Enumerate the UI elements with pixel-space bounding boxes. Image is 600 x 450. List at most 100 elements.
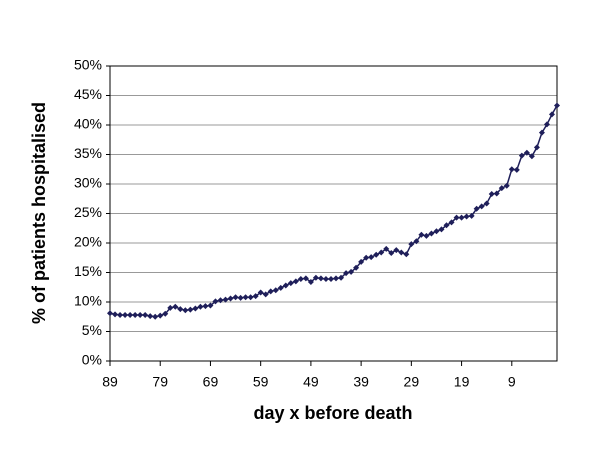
- data-point: [408, 241, 415, 248]
- data-point: [548, 111, 555, 118]
- data-point: [247, 294, 254, 301]
- data-point: [388, 250, 395, 257]
- x-tick-label: 59: [253, 374, 269, 390]
- data-point: [327, 275, 334, 282]
- data-point: [207, 302, 214, 309]
- data-point: [152, 313, 159, 320]
- data-point: [312, 274, 319, 281]
- data-point: [473, 205, 480, 212]
- data-point: [132, 311, 139, 318]
- data-point: [358, 258, 365, 265]
- data-point: [508, 166, 515, 173]
- data-point: [403, 251, 410, 258]
- y-tick-label: 25%: [74, 204, 102, 220]
- data-point: [242, 294, 249, 301]
- data-point: [177, 306, 184, 313]
- data-point: [157, 312, 164, 319]
- data-point: [237, 294, 244, 301]
- data-point: [172, 303, 179, 310]
- data-point: [438, 226, 445, 233]
- y-tick-label: 0%: [82, 352, 102, 368]
- data-point: [478, 203, 485, 210]
- data-point: [468, 212, 475, 219]
- data-point: [343, 270, 350, 277]
- data-point: [498, 185, 505, 192]
- data-point: [418, 231, 425, 238]
- data-point: [217, 297, 224, 304]
- data-point: [127, 311, 134, 318]
- y-tick-label: 35%: [74, 145, 102, 161]
- data-point: [513, 166, 520, 173]
- data-point: [277, 284, 284, 291]
- data-point: [423, 232, 430, 239]
- x-axis-title: day x before death: [253, 403, 412, 423]
- data-point: [267, 288, 274, 295]
- data-line: [109, 105, 558, 318]
- data-point: [363, 254, 370, 261]
- data-point: [483, 200, 490, 207]
- data-point: [523, 149, 530, 156]
- x-tick-label: 89: [102, 374, 118, 390]
- y-tick-label: 30%: [74, 175, 102, 191]
- x-tick-label: 19: [454, 374, 470, 390]
- y-tick-label: 15%: [74, 263, 102, 279]
- data-point: [493, 190, 500, 197]
- data-point: [543, 121, 550, 128]
- data-point: [137, 311, 144, 318]
- y-tick-label: 10%: [74, 293, 102, 309]
- data-point: [142, 311, 149, 318]
- data-point: [528, 153, 535, 160]
- data-point: [227, 295, 234, 302]
- data-point: [262, 291, 269, 298]
- data-point: [333, 275, 340, 282]
- data-point: [222, 296, 229, 303]
- data-point: [503, 182, 510, 189]
- data-point: [398, 249, 405, 256]
- x-tick-label: 9: [508, 374, 516, 390]
- data-point: [187, 306, 194, 313]
- data-point: [307, 278, 314, 285]
- data-point: [232, 294, 239, 301]
- data-point: [368, 254, 375, 261]
- data-point: [282, 282, 289, 289]
- y-axis-title: % of patients hospitalised: [29, 102, 49, 324]
- data-point: [112, 311, 119, 318]
- data-point: [202, 303, 209, 310]
- data-point: [378, 249, 385, 256]
- data-point: [353, 264, 360, 271]
- data-point: [212, 298, 219, 305]
- data-point: [533, 144, 540, 151]
- x-tick-label: 79: [152, 374, 168, 390]
- data-point: [373, 251, 380, 258]
- data-point: [453, 214, 460, 221]
- data-point: [448, 219, 455, 226]
- x-tick-label: 49: [303, 374, 319, 390]
- data-point: [182, 307, 189, 314]
- x-tick-label: 29: [404, 374, 420, 390]
- data-point: [252, 293, 259, 300]
- data-point: [167, 304, 174, 311]
- data-point: [383, 245, 390, 252]
- data-point: [338, 274, 345, 281]
- y-tick-label: 5%: [82, 322, 102, 338]
- data-point: [117, 311, 124, 318]
- data-point: [322, 275, 329, 282]
- y-tick-label: 40%: [74, 116, 102, 132]
- data-point: [302, 275, 309, 282]
- y-tick-label: 20%: [74, 234, 102, 250]
- data-point: [122, 311, 129, 318]
- data-point: [458, 214, 465, 221]
- data-point: [257, 289, 264, 296]
- data-point: [488, 191, 495, 198]
- data-point: [272, 287, 279, 294]
- data-point: [348, 268, 355, 275]
- x-tick-label: 69: [203, 374, 219, 390]
- data-point: [413, 238, 420, 245]
- x-tick-label: 39: [353, 374, 369, 390]
- data-point: [428, 230, 435, 237]
- y-tick-label: 45%: [74, 86, 102, 102]
- data-point: [162, 310, 169, 317]
- data-point: [393, 247, 400, 254]
- plot-frame: [109, 65, 558, 362]
